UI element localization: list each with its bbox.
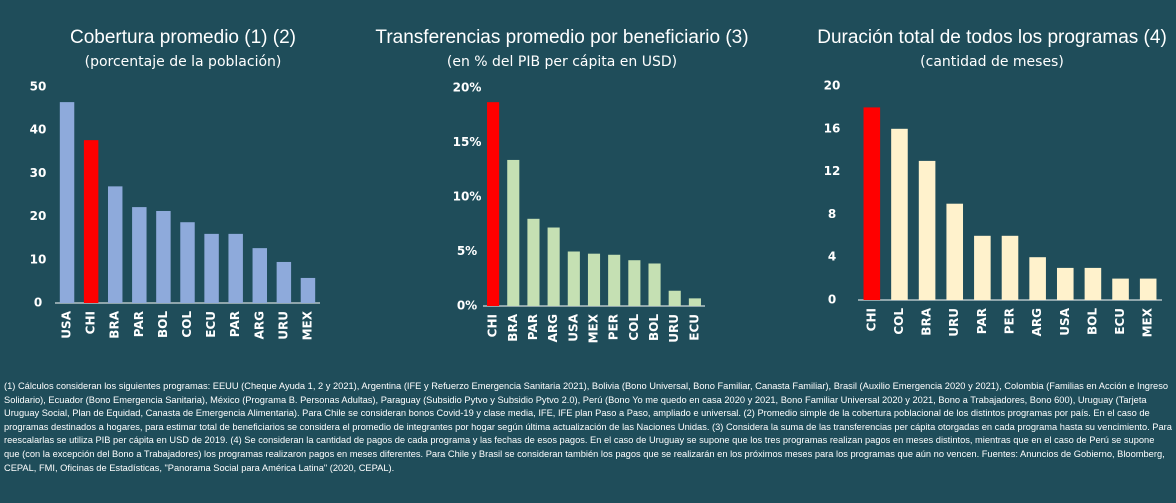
chart-subtitle: (porcentaje de la población) (85, 54, 282, 70)
bar (918, 160, 936, 300)
chart-subtitle: (cantidad de meses) (920, 54, 1064, 70)
x-tick-label: BRA (108, 310, 122, 338)
y-tick-label: 12 (824, 164, 841, 178)
x-tick-label: USA (60, 310, 74, 338)
x-tick-label: MEX (1141, 307, 1155, 337)
x-tick-label: ECU (1113, 308, 1127, 335)
x-tick-label: ECU (687, 314, 701, 341)
bar (204, 233, 219, 303)
bar (527, 218, 540, 306)
bar (974, 235, 991, 300)
x-tick-label: PER (607, 314, 621, 340)
footnote: (1) Cálculos consideran los siguientes p… (4, 381, 1172, 473)
bar (252, 248, 267, 303)
charts: Cobertura promedio (1) (2) (porcentaje de… (30, 27, 1167, 343)
bar (1001, 235, 1019, 300)
bar (180, 222, 195, 303)
bar (863, 107, 881, 301)
x-tick-label: USA (566, 313, 580, 341)
x-tick-label: PAR (132, 311, 146, 337)
y-tick-label: 20 (824, 79, 841, 93)
bar (587, 253, 601, 306)
x-tick-label: ECU (204, 311, 218, 338)
x-tick-label: URU (947, 308, 961, 337)
bar (300, 277, 316, 303)
bar (891, 128, 908, 300)
x-tick-label: ARG (252, 311, 266, 339)
x-tick-label: CHI (84, 311, 98, 334)
x-tick-label: ARG (546, 314, 560, 342)
y-tick-label: 0% (457, 299, 477, 313)
y-tick-label: 0 (34, 296, 42, 310)
bar (608, 254, 621, 306)
x-tick-label: USA (1058, 307, 1072, 335)
chart-title: Cobertura promedio (1) (2) (70, 27, 296, 48)
x-tick-label: BOL (647, 314, 661, 341)
y-tick-label: 0 (828, 293, 836, 307)
x-tick-label: PAR (526, 314, 540, 340)
y-tick-label: 50 (30, 80, 47, 94)
bar (1084, 267, 1102, 300)
x-tick-label: BOL (156, 311, 170, 338)
bar (1056, 267, 1074, 300)
bar (946, 203, 964, 300)
bar (688, 298, 701, 306)
x-tick-label: COL (627, 314, 641, 341)
y-tick-label: 20% (453, 81, 482, 95)
y-tick-label: 10% (453, 190, 482, 204)
x-tick-label: PAR (975, 308, 989, 334)
bar (648, 263, 661, 306)
bar (567, 251, 580, 306)
bar (132, 207, 147, 303)
x-tick-label: PAR (228, 311, 242, 337)
bar (59, 102, 75, 304)
bar (228, 233, 243, 303)
y-tick-label: 4 (828, 250, 836, 264)
chart-subtitle: (en % del PIB per cápita en USD) (447, 54, 677, 70)
x-tick-label: PER (1003, 308, 1017, 334)
bar (156, 210, 171, 303)
bar (1112, 278, 1129, 300)
y-tick-label: 20 (30, 209, 47, 223)
x-tick-label: CHI (864, 308, 878, 331)
y-tick-label: 40 (30, 123, 47, 137)
bar (628, 260, 641, 306)
chart-title: Transferencias promedio por beneficiario… (375, 27, 748, 48)
y-tick-label: 16 (824, 121, 841, 135)
y-tick-label: 15% (453, 135, 482, 149)
bar (83, 140, 99, 303)
y-tick-label: 8 (828, 207, 836, 221)
bar (1139, 278, 1157, 300)
x-tick-label: CHI (486, 314, 500, 337)
chart-title: Duración total de todos los programas (4… (817, 27, 1167, 48)
bar (547, 227, 560, 306)
x-tick-label: ARG (1030, 308, 1044, 336)
x-tick-label: COL (180, 311, 194, 338)
bar (507, 159, 520, 306)
x-tick-label: URU (667, 314, 681, 343)
bar (668, 290, 681, 306)
bar (487, 102, 500, 306)
x-tick-label: URU (276, 311, 290, 340)
x-tick-label: MEX (300, 310, 314, 340)
x-tick-label: BOL (1085, 308, 1099, 335)
x-tick-label: BRA (920, 307, 934, 335)
x-tick-label: MEX (587, 313, 601, 343)
bar (1029, 257, 1046, 300)
y-tick-label: 10 (30, 252, 47, 266)
bar (276, 261, 292, 303)
x-tick-label: BRA (506, 313, 520, 341)
x-tick-label: COL (892, 308, 906, 335)
y-tick-label: 5% (457, 244, 477, 258)
y-tick-label: 30 (30, 166, 47, 180)
bar (108, 186, 123, 303)
